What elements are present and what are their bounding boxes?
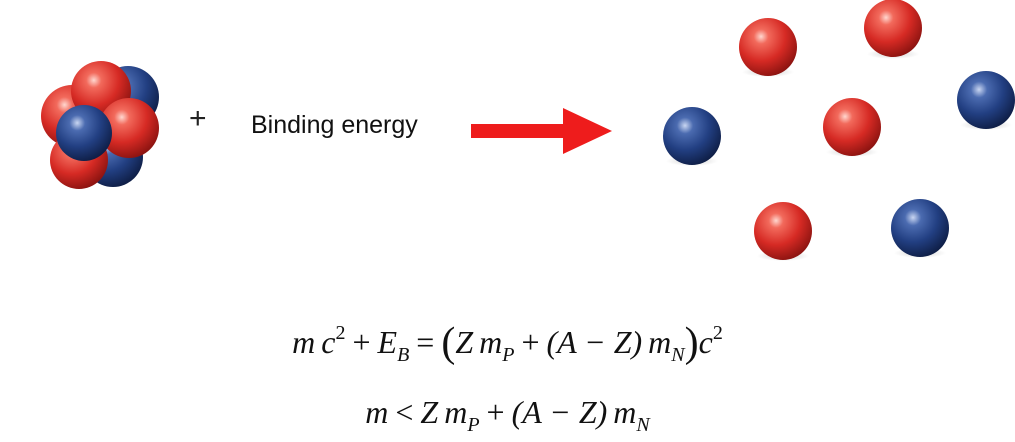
free-neutron: [663, 107, 721, 165]
free-neutron: [957, 71, 1015, 129]
eq2-m: m: [365, 394, 389, 430]
eq1-exponent-2: 2: [712, 322, 723, 344]
eq1-plus-2: +: [521, 324, 540, 360]
eq1-m-n: m: [648, 324, 672, 360]
eq1-m: m: [292, 324, 316, 360]
eq1-right-paren: ): [684, 320, 699, 366]
eq1-sub-N: N: [671, 344, 685, 366]
eq1-inner-term: (A − Z): [546, 324, 643, 360]
eq1-c: c: [321, 324, 336, 360]
nucleus-neutron: [56, 105, 112, 161]
free-neutron: [891, 199, 949, 257]
eq2-sub-P: P: [467, 414, 480, 436]
eq2-Z: Z: [420, 394, 439, 430]
eq1-left-paren: (: [441, 320, 456, 366]
nucleus: [41, 61, 159, 189]
free-proton: [739, 18, 797, 76]
free-proton: [754, 202, 812, 260]
free-nucleons: [663, 0, 1015, 261]
eq1-plus: +: [352, 324, 371, 360]
reaction-arrow: [471, 108, 612, 154]
mass-energy-equation: m c2 + EB = (Z mP + (A − Z) mN)c2: [0, 316, 1015, 366]
eq2-less-than: <: [395, 394, 414, 430]
eq2-inner-term: (A − Z): [511, 394, 608, 430]
eq1-sub-B: B: [397, 344, 410, 366]
eq1-equals: =: [416, 324, 435, 360]
free-proton: [823, 98, 881, 156]
eq2-sub-N: N: [636, 414, 650, 436]
eq2-plus: +: [486, 394, 505, 430]
binding-energy-label: Binding energy: [251, 111, 418, 139]
plus-sign: +: [189, 102, 207, 135]
eq1-m-p: m: [479, 324, 503, 360]
eq2-m-n: m: [613, 394, 637, 430]
nucleus-proton: [99, 98, 159, 158]
eq1-Z: Z: [455, 324, 474, 360]
eq1-sub-P: P: [502, 344, 515, 366]
eq2-m-p: m: [444, 394, 468, 430]
eq1-exponent: 2: [335, 322, 346, 344]
free-proton: [864, 0, 922, 57]
eq1-c2: c: [698, 324, 713, 360]
eq1-E: E: [377, 324, 398, 360]
